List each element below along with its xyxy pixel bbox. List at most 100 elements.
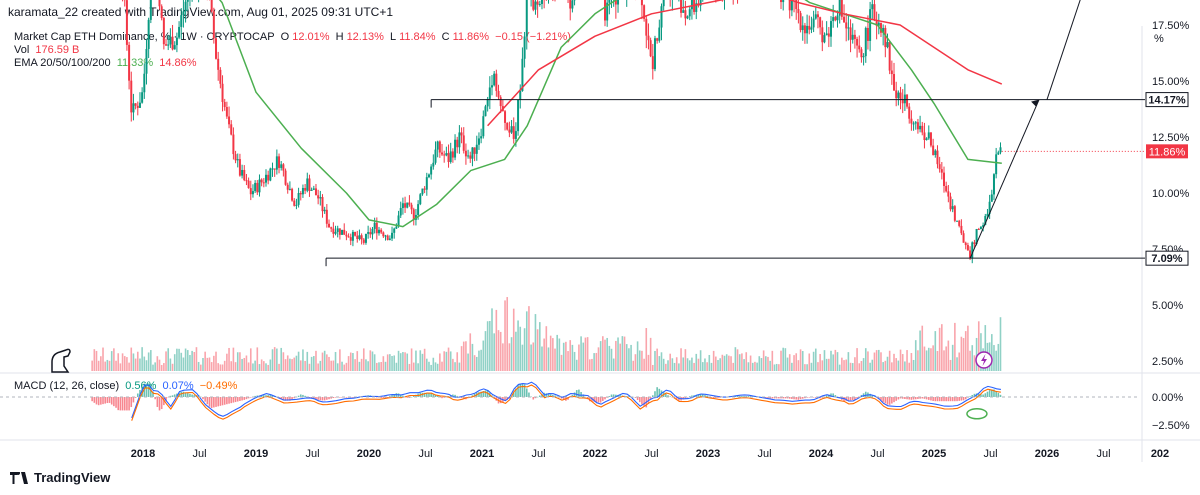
candle-body	[951, 206, 954, 210]
macd-histogram-bar	[210, 397, 213, 408]
macd-histogram-bar	[986, 391, 989, 397]
volume-bar	[588, 359, 591, 371]
price-axis-unit[interactable]: %	[1154, 33, 1164, 45]
candle-body	[879, 22, 882, 33]
volume-bar	[632, 360, 635, 371]
candle-body	[460, 132, 463, 136]
volume-bar	[773, 364, 776, 371]
volume-bar	[951, 344, 954, 371]
x-tick-label: 2022	[583, 448, 607, 460]
macd-histogram-bar	[352, 397, 354, 398]
candle-body	[278, 156, 281, 168]
candle-body	[328, 223, 331, 228]
macd-histogram-bar	[869, 393, 871, 397]
candle-body	[851, 34, 854, 40]
candle-body	[338, 228, 341, 235]
volume-bar	[419, 350, 422, 371]
volume-bar	[991, 334, 993, 371]
macd-histogram-bar	[113, 397, 115, 407]
volume-bar	[738, 354, 741, 371]
macd-histogram-bar	[741, 396, 743, 397]
macd-histogram-bar	[223, 397, 226, 405]
volume-bar	[654, 350, 656, 371]
volume-bar	[936, 350, 939, 371]
volume-bar	[323, 350, 326, 371]
macd-histogram-bar	[126, 397, 128, 411]
volume-bar	[254, 360, 256, 371]
candle-body	[241, 169, 244, 176]
volume-bar	[904, 361, 906, 371]
volume-bar	[571, 344, 574, 371]
volume-bar	[647, 354, 650, 371]
candle-body	[686, 16, 689, 19]
candle-body	[927, 132, 930, 139]
volume-bar	[193, 352, 196, 371]
volume-bar	[150, 350, 152, 371]
candle-body	[486, 98, 489, 107]
candle-body	[499, 97, 502, 107]
macd-histogram-bar	[123, 397, 126, 411]
volume-bar	[878, 349, 880, 371]
ema-legend[interactable]: EMA 20/50/100/200 11.33% 14.86%	[14, 57, 200, 69]
volume-bar	[891, 362, 893, 371]
macd-histogram-bar	[886, 397, 889, 405]
volume-bar	[341, 361, 343, 371]
macd-histogram-bar	[573, 392, 576, 397]
volume-bar	[284, 359, 287, 371]
volume-bar	[123, 356, 126, 371]
macd-histogram-bar	[280, 397, 283, 400]
candle-body	[658, 27, 661, 41]
volume-bar	[995, 350, 997, 371]
macd-histogram-bar	[669, 396, 671, 397]
macd-histogram-bar	[406, 397, 409, 398]
tradingview-logo[interactable]: TradingView	[10, 470, 110, 485]
macd-histogram-bar	[917, 397, 919, 399]
macd-histogram-bar	[895, 397, 897, 401]
candle-body	[364, 233, 367, 243]
volume-bar	[582, 342, 585, 371]
candle-body	[249, 188, 252, 195]
volume-bar	[793, 355, 795, 371]
volume-bar	[232, 347, 235, 371]
volume-bar	[467, 353, 469, 371]
x-tick-label: 2024	[809, 448, 834, 460]
macd-histogram-bar	[882, 397, 884, 402]
volume-bar	[606, 337, 608, 371]
candle-body	[960, 225, 963, 234]
projection-arrowhead-1	[1031, 99, 1040, 107]
macd-histogram-bar	[219, 397, 222, 406]
candle-body	[310, 189, 313, 191]
candle-body	[269, 168, 272, 181]
candle-body	[840, 0, 843, 17]
candle-body	[603, 0, 606, 21]
symbol-legend[interactable]: Market Cap ETH Dominance, % · 1W · CRYPT…	[14, 31, 574, 43]
candle-body	[169, 36, 172, 45]
volume-bar	[256, 347, 259, 371]
macd-histogram-bar	[812, 397, 815, 398]
volume-bar	[393, 355, 396, 371]
volume-bar	[947, 340, 950, 371]
volume-bar	[486, 321, 489, 371]
macd-histogram-bar	[380, 397, 382, 398]
volume-legend[interactable]: Vol 176.59 B	[14, 44, 82, 56]
volume-bar	[443, 351, 445, 371]
macd-histogram-bar	[452, 394, 454, 397]
macd-histogram-bar	[980, 394, 982, 397]
macd-histogram-bar	[856, 397, 858, 399]
macd-histogram-bar	[912, 397, 915, 400]
candle-body	[571, 0, 574, 9]
volume-bar	[428, 361, 430, 371]
volume-bar	[165, 351, 167, 371]
volume-bar	[710, 362, 713, 371]
macd-histogram-bar	[575, 390, 578, 397]
volume-bar	[532, 342, 535, 371]
volume-bar	[688, 360, 691, 371]
volume-bar	[923, 346, 926, 371]
volume-bar	[297, 351, 300, 371]
macd-histogram-bar	[454, 394, 456, 397]
volume-bar	[530, 344, 532, 371]
macd-histogram-bar	[180, 391, 183, 397]
close-label: C	[441, 31, 450, 43]
macd-histogram-bar	[808, 397, 811, 398]
